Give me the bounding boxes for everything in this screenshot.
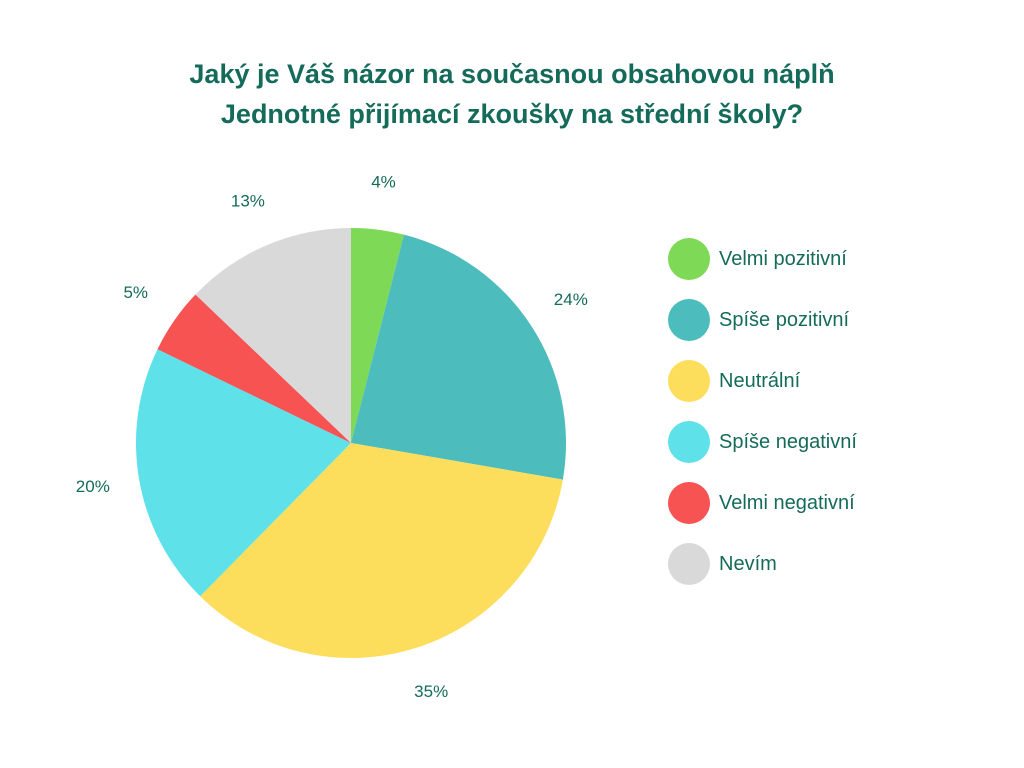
legend-swatch — [668, 238, 710, 280]
legend: Velmi pozitivní Spíše pozitivní Neutrální S… — [668, 238, 998, 604]
pie-slice-spise-pozitivni — [351, 234, 567, 480]
slice-label-nevim: 13% — [231, 192, 265, 211]
legend-item-spise-pozitivni: Spíše pozitivní — [668, 299, 998, 360]
chart-title-line-1: Jaký je Váš názor na současnou obsahovou… — [189, 59, 835, 89]
legend-swatch — [668, 482, 710, 524]
legend-label: Spíše pozitivní — [719, 309, 850, 331]
slice-label-spise-negativni: 20% — [76, 477, 110, 496]
pie-slice-neutralni — [200, 443, 563, 658]
legend-item-spise-negativni: Spíše negativní — [668, 421, 998, 482]
chart-title: Jaký je Váš názor na současnou obsahovou… — [0, 54, 1024, 134]
legend-swatch — [668, 299, 710, 341]
legend-item-velmi-pozitivni: Velmi pozitivní — [668, 238, 998, 299]
pie-slice-labels: 4% 24% 35% 20% 5% 13% — [76, 173, 588, 701]
pie-slice-velmi-pozitivni — [351, 228, 404, 443]
legend-label: Velmi pozitivní — [719, 248, 847, 270]
slice-label-neutralni: 35% — [414, 682, 448, 701]
legend-item-velmi-negativni: Velmi negativní — [668, 482, 998, 543]
legend-swatch — [668, 360, 710, 402]
slice-label-velmi-negativni: 5% — [123, 283, 148, 302]
pie-slice-velmi-negativni — [157, 294, 351, 443]
legend-swatch — [668, 421, 710, 463]
legend-label: Neutrální — [719, 370, 801, 392]
legend-label: Velmi negativní — [719, 492, 855, 514]
legend-swatch — [668, 543, 710, 585]
slice-label-velmi-pozitivni: 4% — [371, 173, 396, 192]
pie-slice-nevim — [195, 228, 351, 443]
chart-title-line-2: Jednotné přijímací zkoušky na střední šk… — [220, 99, 804, 129]
pie-slices — [135, 228, 567, 658]
legend-label: Nevím — [719, 553, 777, 575]
slice-label-spise-pozitivni: 24% — [554, 290, 588, 309]
legend-label: Spíše negativní — [719, 431, 857, 453]
legend-item-nevim: Nevím — [668, 543, 998, 604]
legend-item-neutralni: Neutrální — [668, 360, 998, 421]
pie-slice-spise-negativni — [135, 349, 351, 597]
